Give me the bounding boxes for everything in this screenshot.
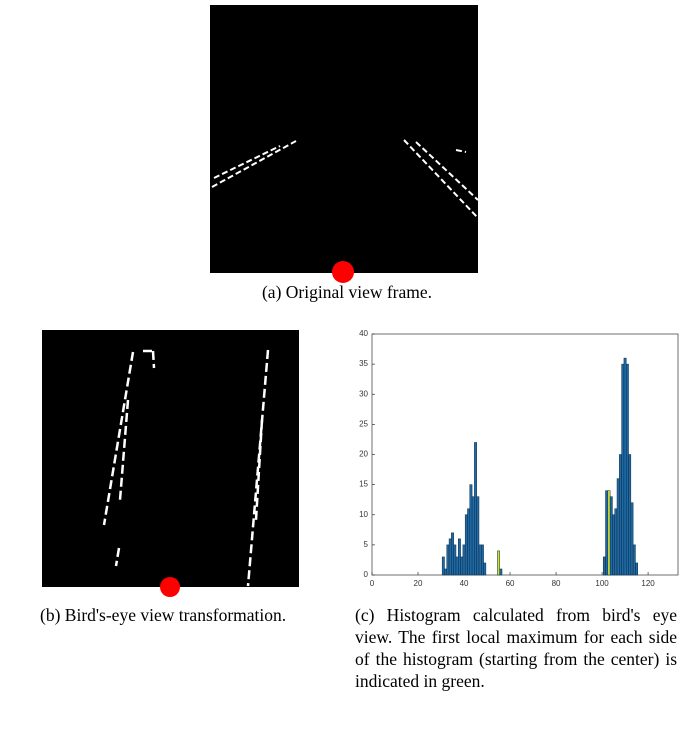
y-tick-label: 25 [359,419,368,428]
y-tick-label: 40 [359,329,368,338]
bar [612,515,614,575]
x-tick-label: 60 [506,579,515,588]
bar [635,563,637,575]
x-tick-label: 80 [552,579,561,588]
bar [619,455,621,576]
y-tick-label: 5 [364,540,369,549]
caption: (a) Original view frame. [0,281,694,303]
bar [449,539,451,575]
bar [444,569,446,575]
bar [500,569,502,575]
bar [447,545,449,575]
bar [615,509,617,575]
bar [465,515,467,575]
bar [631,503,633,575]
bar [470,485,472,575]
bar [467,509,469,575]
bar [497,551,499,575]
x-tick-label: 0 [370,579,375,588]
x-tick-label: 40 [460,579,469,588]
histogram: 0 5 10 15 20 25 30 35 40 0 20 40 60 80 100 120 [359,329,678,588]
x-tick-label: 20 [414,579,423,588]
bar [622,364,624,575]
bar [454,545,456,575]
bar [624,358,626,575]
x-tick-label: 120 [641,579,655,588]
bar [451,533,453,575]
birds-eye-image [42,330,299,597]
bar [442,557,444,575]
bar [461,557,463,575]
y-tick-label: 10 [359,510,368,519]
bar [617,479,619,575]
bar [633,545,635,575]
bar [463,545,465,575]
bar [626,364,628,575]
bar [484,563,486,575]
caption: (b) Bird's-eye view transformation. [40,604,302,626]
bar [610,497,612,575]
x-tick-label: 100 [595,579,609,588]
bar [629,455,631,576]
bar [479,545,481,575]
y-tick-label: 0 [364,570,369,579]
page: {"captions": {"a": "(a) Original view fr… [0,0,694,735]
bar [603,557,605,575]
bar [474,442,476,575]
bar [608,491,610,575]
y-tick-label: 20 [359,450,368,459]
caption: (c) Histogram calculated from bird's eye… [355,604,677,692]
y-tick-label: 30 [359,389,368,398]
bar [606,491,608,575]
original-view-image [210,5,478,283]
y-tick-label: 35 [359,359,368,368]
y-tick-label: 15 [359,480,368,489]
bar [472,497,474,575]
bar [477,497,479,575]
bar [456,557,458,575]
bar [458,539,460,575]
bar [481,545,483,575]
